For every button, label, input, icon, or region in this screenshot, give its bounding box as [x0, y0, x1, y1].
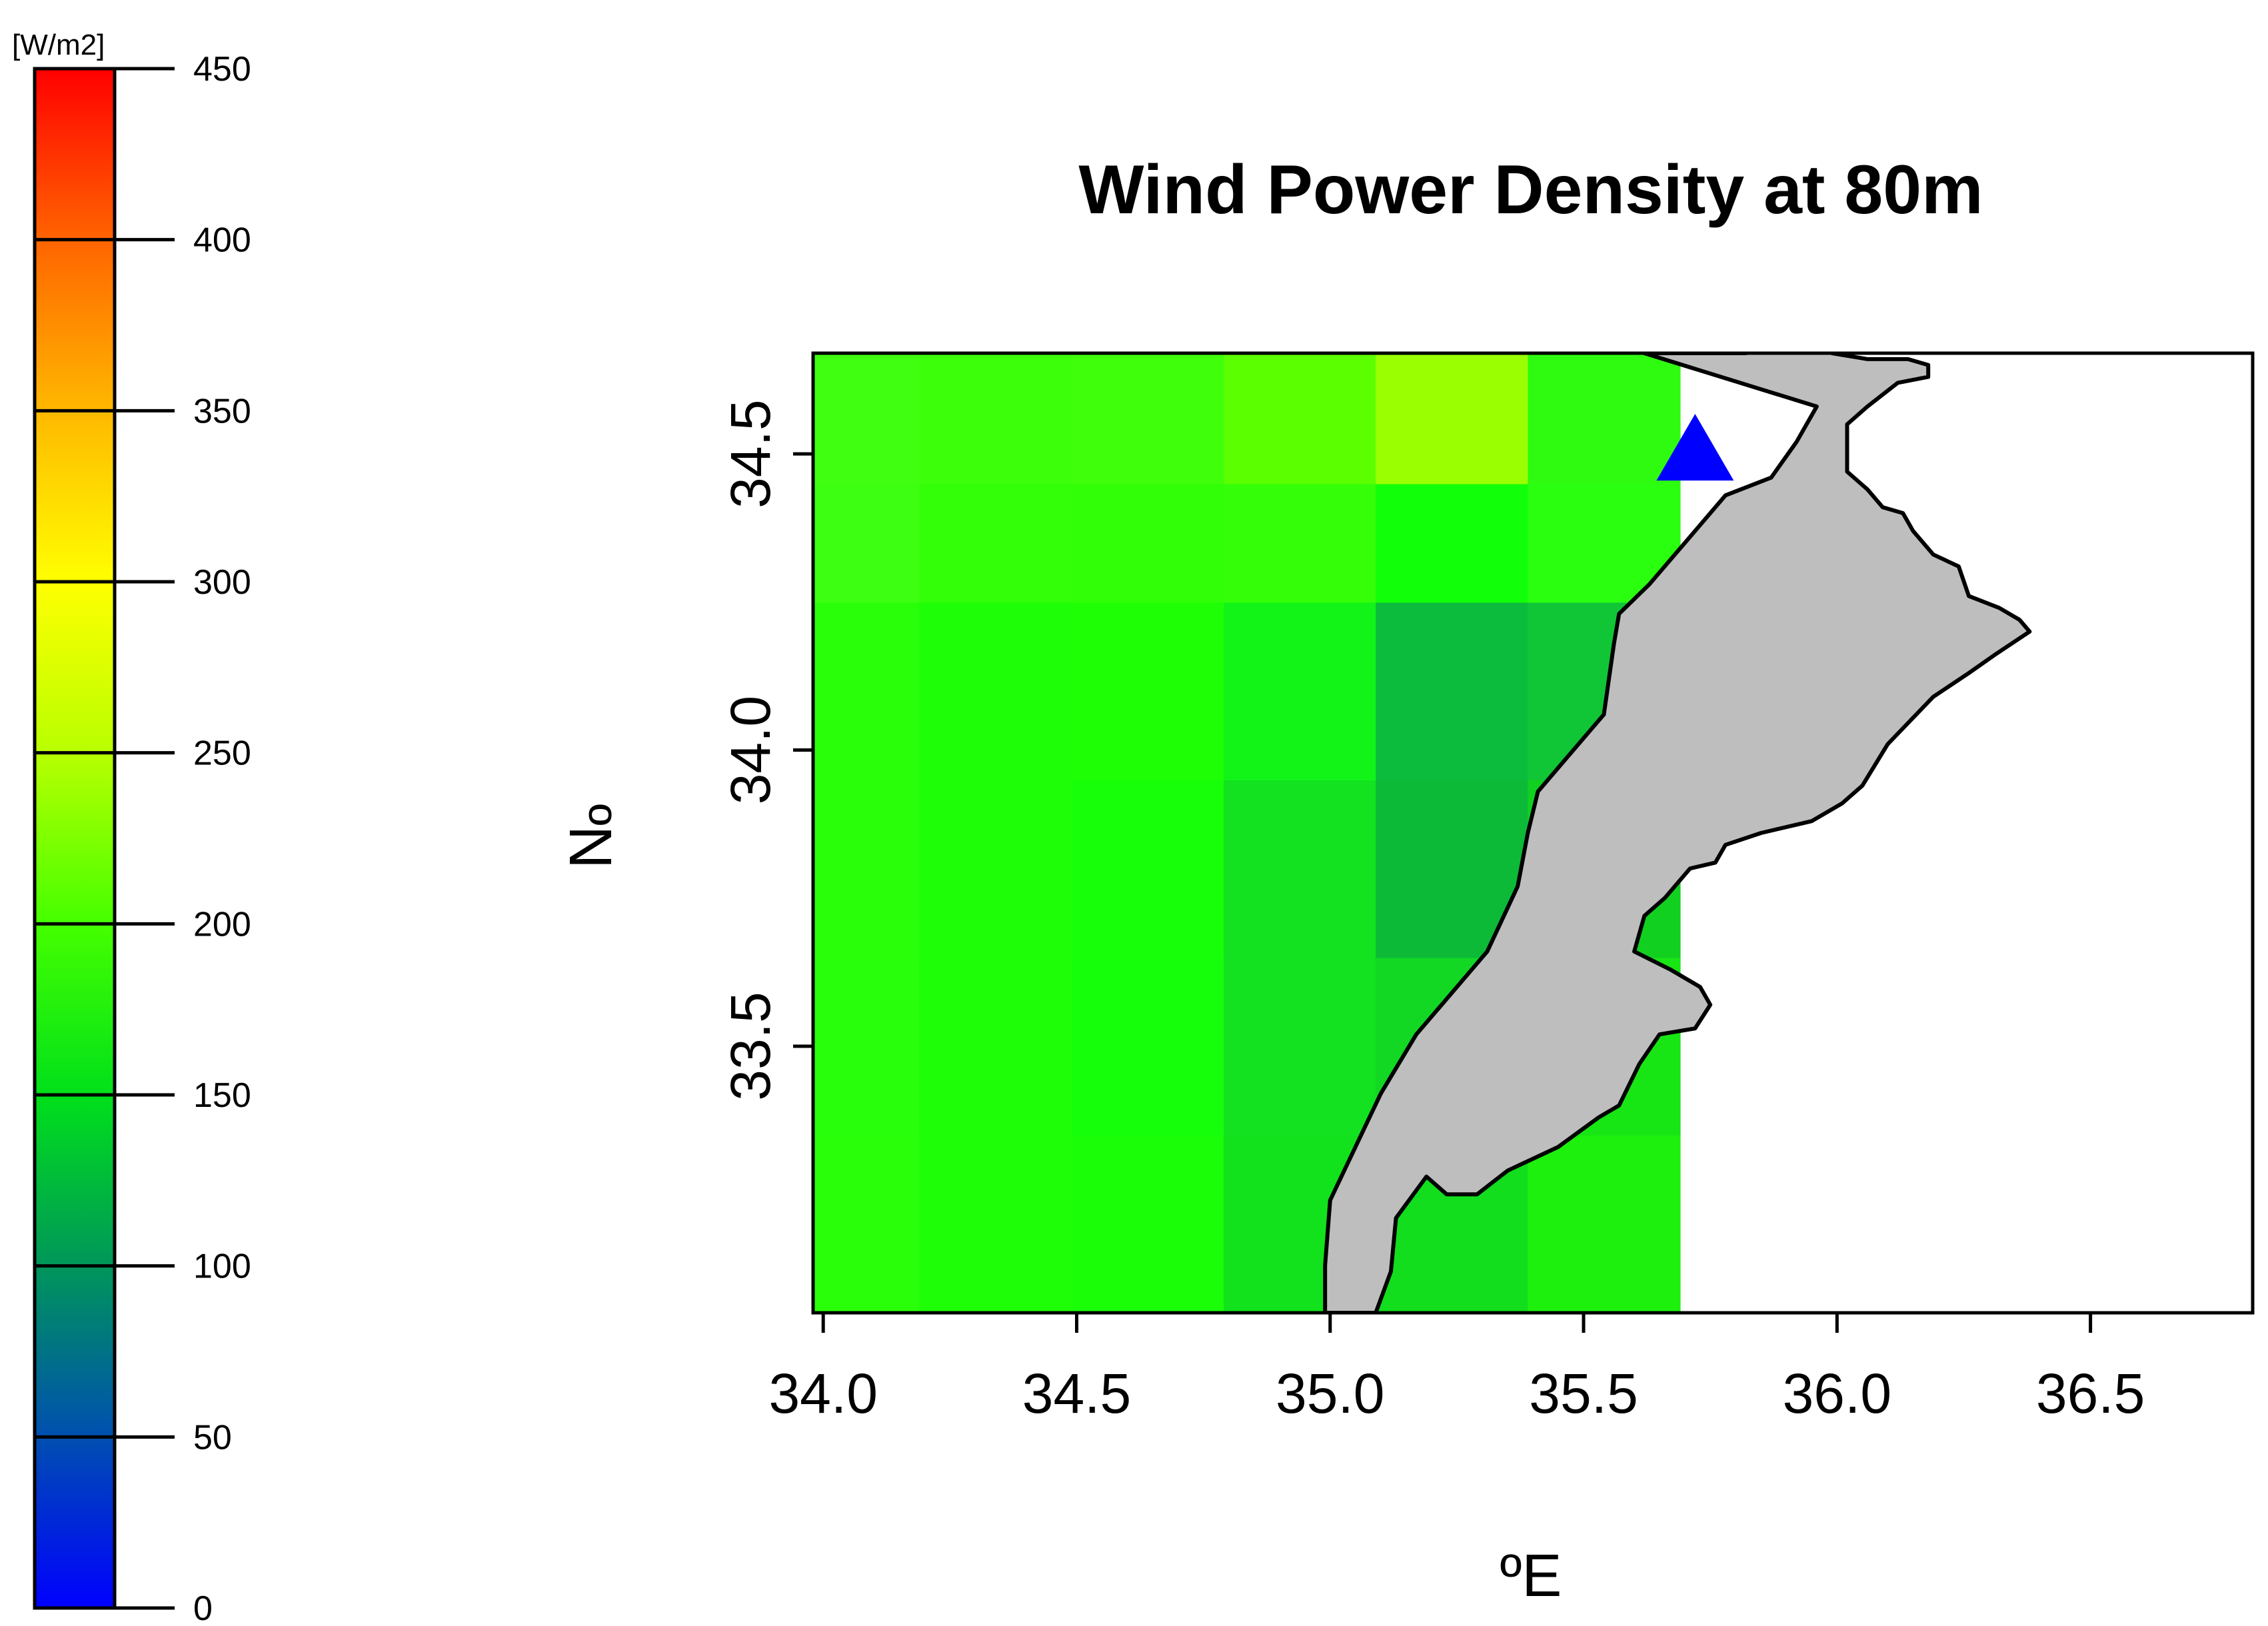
heatmap-cell — [1224, 957, 1377, 1136]
heatmap-cell — [813, 957, 920, 1136]
heatmap-cell — [1224, 602, 1377, 780]
colorbar-tick-label: 50 — [193, 1418, 232, 1457]
colorbar-tick-label: 200 — [193, 905, 251, 944]
colorbar-tick-label: 150 — [193, 1076, 251, 1115]
colorbar: [W/m2] 0 50 100 150 200 250 300 350 400 450 — [12, 29, 251, 1626]
heatmap-cell — [1528, 353, 1681, 484]
heatmap-cell — [1376, 353, 1529, 484]
heatmap-cell — [1224, 353, 1377, 484]
x-tick-label: 34.0 — [768, 1362, 878, 1425]
chart-title: Wind Power Density at 80m — [1078, 151, 1983, 229]
heatmap-cell — [919, 353, 1072, 484]
colorbar-tick-label: 300 — [193, 563, 251, 602]
x-tick-label: 35.0 — [1276, 1362, 1385, 1425]
heatmap-cell — [813, 483, 920, 603]
x-axis: 34.0 34.5 35.0 35.5 36.0 36.5 — [768, 1313, 2145, 1425]
heatmap-cell — [1071, 1135, 1225, 1313]
heatmap-cell — [1376, 602, 1529, 780]
x-axis-label: ºE — [1500, 1543, 1562, 1609]
heatmap-cell — [1071, 780, 1225, 958]
heatmap-cell — [1224, 780, 1377, 958]
heatmap-cell — [919, 1135, 1072, 1313]
heatmap-cell — [1376, 483, 1529, 603]
colorbar-tick-label: 250 — [193, 734, 251, 773]
y-tick-label: 34.5 — [719, 399, 782, 508]
plot-frame — [811, 351, 2255, 1315]
heatmap-cell — [1071, 353, 1225, 484]
colorbar-tick-label: 400 — [193, 221, 251, 260]
site-marker-triangle — [1656, 414, 1734, 481]
colorbar-tick-label: 450 — [193, 50, 251, 89]
colorbar-tick-label: 100 — [193, 1247, 251, 1286]
y-axis-label: ºN — [557, 804, 623, 869]
x-tick-label: 36.0 — [1783, 1362, 1892, 1425]
lebanon-land-polygon — [1323, 353, 2032, 1313]
heatmap-cell — [1071, 602, 1225, 780]
colorbar-gradient — [33, 67, 117, 1610]
map-plot-area — [811, 351, 2255, 1315]
colorbar-ticks: 0 50 100 150 200 250 300 350 400 450 — [35, 50, 251, 1626]
heatmap-cell — [813, 1135, 920, 1313]
x-tick-label: 34.5 — [1022, 1362, 1132, 1425]
y-tick-label: 34.0 — [719, 696, 782, 805]
colorbar-tick-label: 0 — [193, 1589, 213, 1626]
heatmap-cell — [813, 353, 920, 484]
colorbar-unit-label: [W/m2] — [12, 29, 105, 61]
heatmap-cell — [1071, 957, 1225, 1136]
y-axis: 33.5 34.0 34.5 — [719, 399, 813, 1101]
heatmap-cell — [919, 602, 1072, 780]
colorbar-tick-label: 350 — [193, 392, 251, 430]
heatmap-cell — [919, 483, 1072, 603]
heatmap-cell — [1224, 483, 1377, 603]
heatmap-cell — [919, 957, 1072, 1136]
x-tick-label: 35.5 — [1529, 1362, 1638, 1425]
heatmap-cell — [1071, 483, 1225, 603]
heatmap-cell — [1528, 1135, 1681, 1313]
heatmap-cell — [813, 780, 920, 958]
x-tick-label: 36.5 — [2036, 1362, 2145, 1425]
heatmap-cell — [813, 602, 920, 780]
heatmap-cell — [919, 780, 1072, 958]
y-tick-label: 33.5 — [719, 992, 782, 1101]
